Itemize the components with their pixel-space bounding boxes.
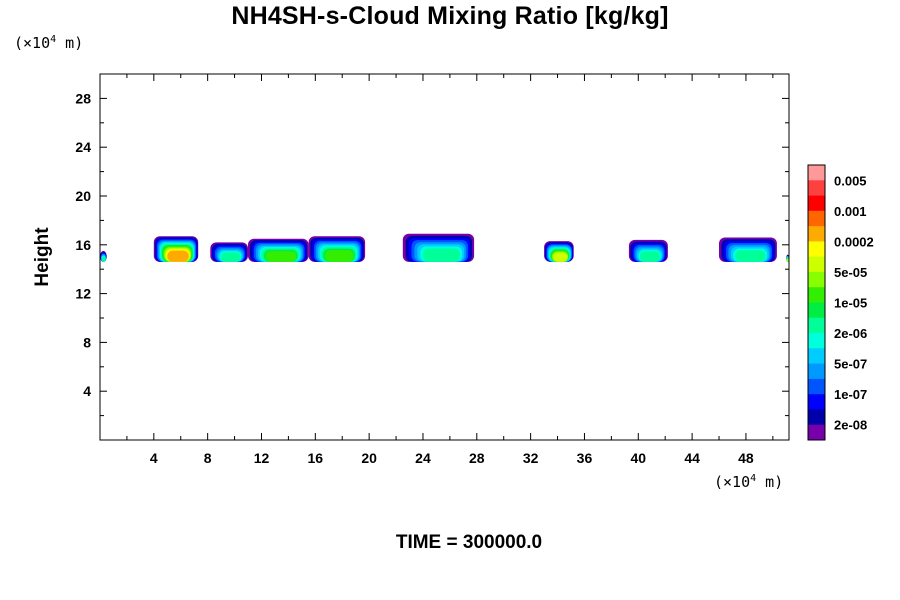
colorbar-label: 1e-05 bbox=[834, 296, 867, 311]
cloud-segment-band bbox=[265, 251, 297, 262]
colorbar-cell bbox=[808, 363, 825, 380]
chart-title: NH4SH-s-Cloud Mixing Ratio [kg/kg] bbox=[231, 2, 669, 30]
y-tick-label: 8 bbox=[83, 334, 91, 350]
y-tick-label: 20 bbox=[75, 188, 91, 204]
colorbar-label: 1e-07 bbox=[834, 387, 867, 402]
x-tick-label: 36 bbox=[577, 450, 593, 466]
colorbar-label: 0.005 bbox=[834, 173, 867, 188]
colorbar-cell bbox=[808, 195, 825, 212]
colorbar-label: 0.0002 bbox=[834, 234, 874, 249]
colorbar-frame bbox=[807, 164, 826, 441]
colorbar-cell bbox=[808, 210, 825, 227]
y-tick-label: 24 bbox=[75, 139, 91, 155]
colorbar-cell bbox=[808, 424, 825, 441]
x-tick-label: 24 bbox=[415, 450, 431, 466]
x-tick-label: 4 bbox=[150, 450, 158, 466]
cloud-segment-band bbox=[101, 256, 106, 262]
colorbar-cell bbox=[808, 333, 825, 349]
x-tick-label: 32 bbox=[523, 450, 539, 466]
colorbar-cell bbox=[808, 180, 825, 196]
colorbar-cell bbox=[808, 409, 825, 426]
cloud-segment-band bbox=[552, 252, 568, 262]
x-tick-label: 12 bbox=[254, 450, 270, 466]
colorbar-cell bbox=[808, 348, 825, 364]
cloud-segment-band bbox=[787, 258, 789, 262]
x-axis-unit: (×104 m) bbox=[714, 473, 784, 491]
cloud-segment-band bbox=[325, 250, 354, 262]
colorbar-cell bbox=[808, 394, 825, 410]
y-tick-label: 28 bbox=[75, 90, 91, 106]
cloud-segment-band bbox=[221, 252, 241, 262]
colorbar-label: 5e-07 bbox=[834, 357, 867, 372]
x-tick-label: 44 bbox=[684, 450, 700, 466]
colorbar-cell bbox=[808, 241, 825, 258]
colorbar-cell bbox=[808, 271, 825, 288]
colorbar-cell bbox=[808, 226, 825, 242]
cloud-segment-band bbox=[640, 251, 661, 262]
colorbar-cell bbox=[808, 256, 825, 273]
x-tick-label: 16 bbox=[308, 450, 324, 466]
colorbar-label: 2e-08 bbox=[834, 418, 867, 433]
y-tick-label: 4 bbox=[83, 383, 91, 399]
cloud-segment-band bbox=[167, 250, 189, 262]
x-tick-label: 20 bbox=[361, 450, 377, 466]
cloud-segment-band bbox=[735, 250, 766, 262]
colorbar-cell bbox=[808, 165, 825, 181]
colorbar-cell bbox=[808, 317, 825, 334]
colorbar-label: 2e-06 bbox=[834, 326, 867, 341]
x-tick-label: 8 bbox=[204, 450, 212, 466]
plot-frame bbox=[99, 73, 790, 441]
x-tick-label: 40 bbox=[630, 450, 646, 466]
cloud-segment-band bbox=[423, 248, 461, 262]
colorbar-label: 0.001 bbox=[834, 204, 867, 219]
colorbar-label: 5e-05 bbox=[834, 265, 867, 280]
y-tick-label: 16 bbox=[75, 237, 91, 253]
colorbar-cell bbox=[808, 287, 825, 303]
y-axis-unit: (×104 m) bbox=[14, 34, 84, 52]
x-tick-label: 28 bbox=[469, 450, 485, 466]
colorbar-cell bbox=[808, 302, 825, 319]
x-tick-label: 48 bbox=[738, 450, 754, 466]
y-tick-label: 12 bbox=[75, 286, 91, 302]
colorbar-cell bbox=[808, 378, 825, 395]
time-label: TIME = 300000.0 bbox=[395, 532, 543, 553]
